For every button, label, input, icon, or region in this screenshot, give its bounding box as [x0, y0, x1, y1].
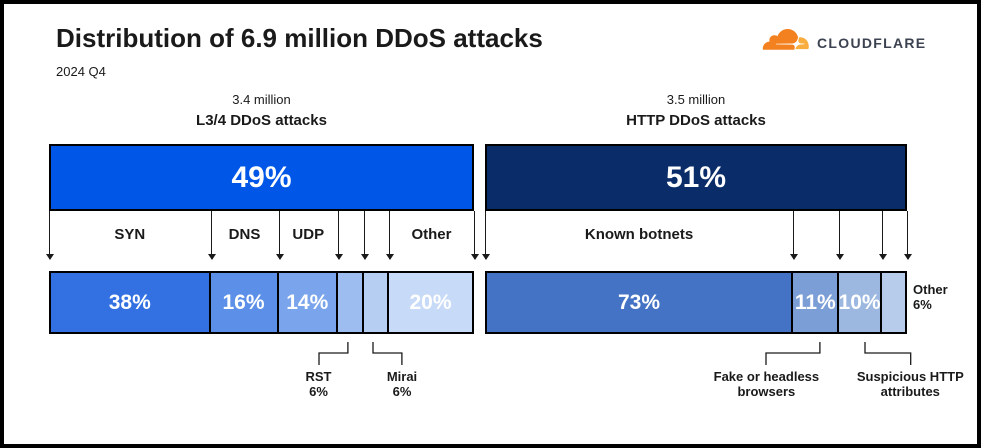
svg-text:CLOUDFLARE: CLOUDFLARE	[817, 35, 926, 51]
